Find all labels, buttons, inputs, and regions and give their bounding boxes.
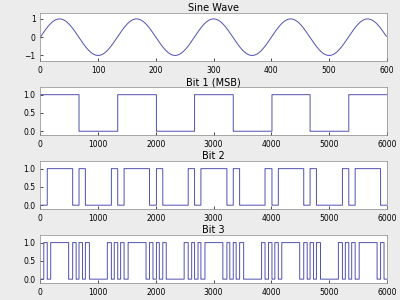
Title: Bit 2: Bit 2	[202, 151, 225, 161]
Title: Bit 3: Bit 3	[202, 225, 225, 235]
Title: Bit 1 (MSB): Bit 1 (MSB)	[186, 77, 241, 87]
Title: Sine Wave: Sine Wave	[188, 3, 239, 13]
